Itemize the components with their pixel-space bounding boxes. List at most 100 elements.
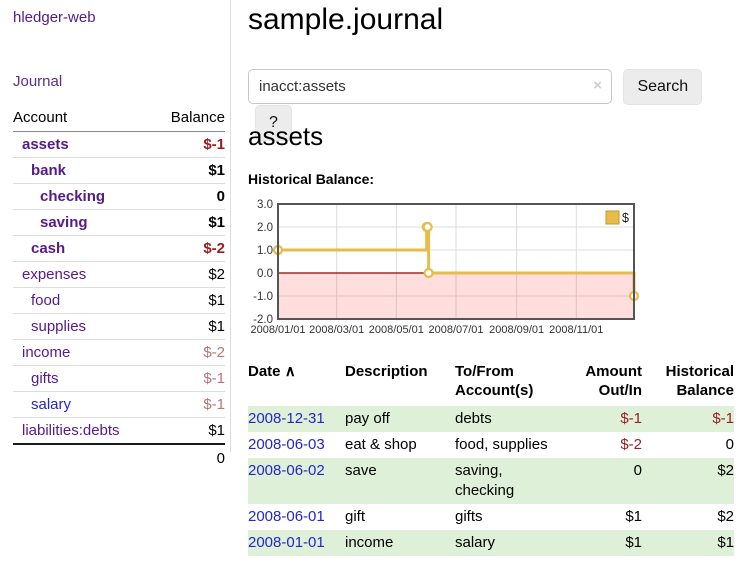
account-row: expenses $2 <box>13 261 225 288</box>
column-header-date[interactable]: Date ∧ <box>248 363 296 380</box>
app-title-link[interactable]: hledger-web <box>13 9 96 26</box>
page-title: sample.journal <box>248 3 444 36</box>
account-balance: $-2 <box>203 344 225 361</box>
transaction-date-link[interactable]: 2008-06-02 <box>248 462 325 479</box>
account-link[interactable]: salary <box>31 396 72 413</box>
account-row: saving $1 <box>13 209 225 236</box>
transaction-row: 2008-06-02 save saving, checking 0 $2 <box>248 458 734 504</box>
svg-text:2008/05/01: 2008/05/01 <box>369 324 424 336</box>
transaction-balance: 0 <box>725 436 734 453</box>
account-heading: assets <box>248 121 324 151</box>
transaction-balance: $-1 <box>712 410 734 427</box>
data-point-marker <box>422 221 433 233</box>
chart-container: 3.0 2.0 1.0 0.0 -1.0 -2.0 2008/01/01 2008/03/01… <box>248 197 642 341</box>
account-link[interactable]: bank <box>31 162 67 179</box>
transaction-accounts: food, supplies <box>455 436 548 453</box>
account-balance: $1 <box>208 422 225 439</box>
svg-text:3.0: 3.0 <box>257 199 273 211</box>
transaction-balance: $2 <box>717 462 734 479</box>
help-button[interactable]: ? <box>255 105 292 141</box>
svg-text:$: $ <box>622 211 629 225</box>
sidebar: hledger-web Journal Account Balance asse… <box>0 0 231 472</box>
account-link[interactable]: liabilities:debts <box>22 422 120 439</box>
transaction-amount: $1 <box>625 534 642 551</box>
account-link[interactable]: supplies <box>31 318 87 335</box>
chart-legend: $ <box>605 210 629 225</box>
account-row: supplies $1 <box>13 313 225 340</box>
account-link[interactable]: cash <box>31 240 66 257</box>
search-input[interactable] <box>248 69 612 104</box>
transaction-amount: 0 <box>633 462 642 479</box>
data-point-marker <box>423 267 434 279</box>
account-row: checking 0 <box>13 183 225 210</box>
account-row: salary $-1 <box>13 391 225 418</box>
transaction-accounts: gifts <box>455 508 483 525</box>
column-header-accounts: To/From Account(s) <box>455 363 534 399</box>
svg-text:-2.0: -2.0 <box>253 314 273 326</box>
transaction-row: 2008-06-01 gift gifts $1 $2 <box>248 504 734 530</box>
column-header-amount: Amount Out/In <box>585 363 642 399</box>
account-balance: $-1 <box>203 370 225 387</box>
transaction-date-link[interactable]: 2008-12-31 <box>248 410 325 427</box>
account-row: liabilities:debts $1 <box>13 417 225 445</box>
transaction-description: save <box>345 462 377 479</box>
column-header-description: Description <box>345 363 428 380</box>
transaction-accounts: saving, checking <box>455 462 515 499</box>
account-row: bank $1 <box>13 157 225 184</box>
account-link[interactable]: saving <box>40 214 88 231</box>
account-row: gifts $-1 <box>13 365 225 392</box>
svg-text:-1.0: -1.0 <box>253 291 273 303</box>
sort-ascending-icon: ∧ <box>284 363 296 380</box>
search-form: × Search ? <box>248 69 734 141</box>
svg-text:2.0: 2.0 <box>257 222 273 234</box>
transactions-register: Date ∧ Description To/From Account(s) Am… <box>248 360 734 556</box>
transaction-row: 2008-01-01 income salary $1 $1 <box>248 530 734 556</box>
transaction-accounts: salary <box>455 534 496 551</box>
account-balance: $1 <box>208 214 225 231</box>
account-row: cash $-2 <box>13 235 225 262</box>
transactions-table: Date ∧ Description To/From Account(s) Am… <box>248 360 734 556</box>
account-balance: $-1 <box>203 396 225 413</box>
account-balance: $1 <box>208 162 225 179</box>
account-balance: $2 <box>208 266 225 283</box>
transaction-date-link[interactable]: 2008-01-01 <box>248 534 325 551</box>
svg-text:2008/07/01: 2008/07/01 <box>428 324 483 336</box>
transaction-date-link[interactable]: 2008-06-01 <box>248 508 325 525</box>
column-header-balance: Historical Balance <box>665 363 734 399</box>
svg-text:0.0: 0.0 <box>257 268 273 280</box>
account-row: food $1 <box>13 287 225 314</box>
transaction-description: income <box>345 534 394 551</box>
transactions-table-body: 2008-12-31 pay off debts $-1 $-1 2008-06… <box>248 406 734 556</box>
account-row: income $-2 <box>13 339 225 366</box>
transaction-amount: $-1 <box>620 410 642 427</box>
transaction-date-link[interactable]: 2008-06-03 <box>248 436 325 453</box>
transaction-row: 2008-12-31 pay off debts $-1 $-1 <box>248 406 734 432</box>
transaction-amount: $1 <box>625 508 642 525</box>
account-balance: $-2 <box>203 240 225 257</box>
account-link[interactable]: income <box>22 344 71 361</box>
chart-title: Historical Balance: <box>248 171 375 187</box>
account-link[interactable]: expenses <box>22 266 87 283</box>
transaction-accounts: debts <box>455 410 492 427</box>
account-link[interactable]: food <box>31 292 61 309</box>
account-link[interactable]: checking <box>40 188 106 205</box>
clear-search-icon[interactable]: × <box>593 77 602 94</box>
account-balance: $1 <box>208 318 225 335</box>
svg-text:1.0: 1.0 <box>257 245 273 257</box>
svg-text:2008/01/01: 2008/01/01 <box>250 324 305 336</box>
transaction-description: eat & shop <box>345 436 417 453</box>
accounts-header-account: Account <box>13 106 154 132</box>
svg-text:2008/11/01: 2008/11/01 <box>549 324 603 336</box>
accounts-total-row: 0 <box>13 443 225 472</box>
account-link[interactable]: assets <box>22 136 69 153</box>
transaction-balance: $1 <box>717 534 734 551</box>
account-link[interactable]: gifts <box>31 370 59 387</box>
accounts-table-body: assets $-1 bank $1 checking 0 saving $1 … <box>13 131 225 445</box>
search-button[interactable]: Search <box>623 69 703 105</box>
transaction-balance: $2 <box>717 508 734 525</box>
accounts-header-balance: Balance <box>153 106 225 132</box>
sidebar-item-journal[interactable]: Journal <box>13 73 63 90</box>
account-balance: 0 <box>216 188 225 205</box>
